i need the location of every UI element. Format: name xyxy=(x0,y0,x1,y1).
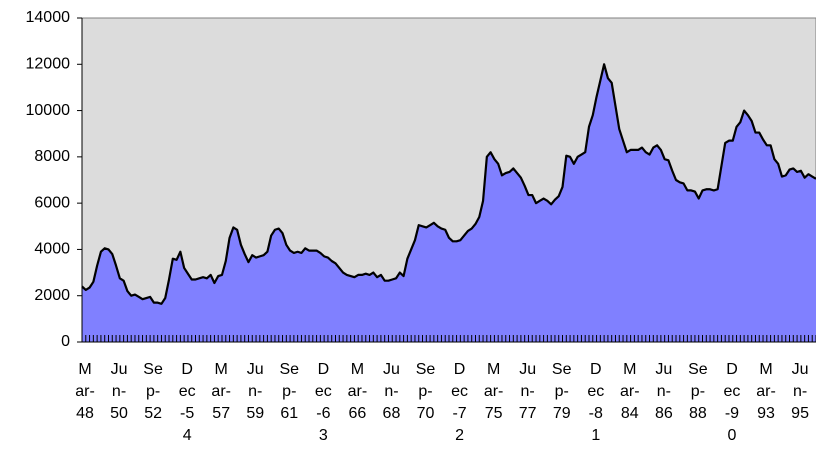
area-line xyxy=(81,63,816,305)
x-tick-label: Dec-54 xyxy=(178,361,196,444)
x-tick-label: Jun-95 xyxy=(791,361,809,422)
y-tick-label: 8000 xyxy=(34,148,70,165)
y-tick-label: 2000 xyxy=(34,287,70,304)
y-tick-label: 12000 xyxy=(26,56,71,73)
x-tick-label: Mar-93 xyxy=(756,361,776,422)
x-tick-label: Jun-77 xyxy=(518,361,537,422)
x-tick-label: Dec-90 xyxy=(723,361,741,444)
x-tick-label: Sep-79 xyxy=(551,361,572,422)
x-tick-label: Sep-70 xyxy=(415,361,436,422)
x-tick-label: Mar-84 xyxy=(620,361,640,422)
x-tick-label: Sep-88 xyxy=(688,361,708,422)
x-tick-label: Jun-68 xyxy=(382,361,401,422)
area xyxy=(82,64,816,342)
x-tick-label: Jun-59 xyxy=(246,361,265,422)
y-tick-label: 0 xyxy=(61,333,70,350)
y-tick-label: 14000 xyxy=(26,9,71,26)
x-tick-label: Sep-61 xyxy=(279,361,300,422)
y-tick-label: 4000 xyxy=(34,241,70,258)
x-tick-label: Mar-66 xyxy=(347,361,368,422)
x-tick-label: Mar-75 xyxy=(483,361,504,422)
x-tick-label: Dec-72 xyxy=(451,361,469,444)
x-tick-label: Jun-50 xyxy=(110,361,128,422)
x-tick-label: Jun-86 xyxy=(654,361,673,422)
x-tick-label: Dec-81 xyxy=(587,361,605,444)
x-tick-label: Mar-48 xyxy=(75,361,95,422)
x-tick-label: Dec-63 xyxy=(314,361,332,444)
y-tick-label: 6000 xyxy=(34,194,70,211)
x-tick-label: Mar-57 xyxy=(211,361,231,422)
y-tick-label: 10000 xyxy=(26,102,71,119)
x-tick-label: Sep-52 xyxy=(143,361,163,422)
